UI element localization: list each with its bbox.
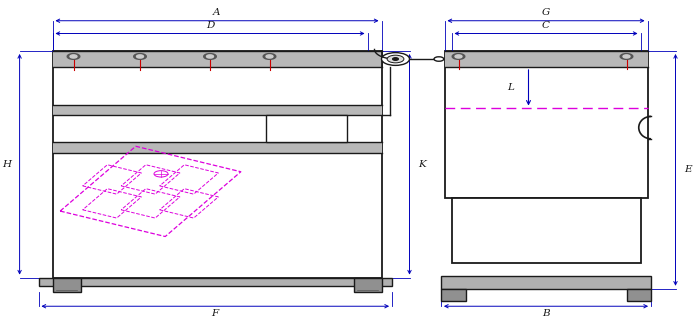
Circle shape bbox=[70, 55, 77, 58]
Text: H: H bbox=[3, 160, 11, 169]
Text: K: K bbox=[418, 160, 426, 169]
Text: G: G bbox=[542, 8, 550, 17]
Circle shape bbox=[434, 57, 444, 61]
Bar bbox=[354, 278, 382, 292]
Bar bbox=[52, 51, 382, 278]
Circle shape bbox=[134, 54, 146, 59]
Bar bbox=[441, 276, 651, 289]
Bar bbox=[626, 289, 651, 301]
Bar bbox=[444, 51, 648, 198]
Text: F: F bbox=[211, 309, 219, 318]
Text: L: L bbox=[508, 83, 514, 92]
Text: C: C bbox=[542, 21, 550, 30]
Circle shape bbox=[623, 55, 630, 58]
Circle shape bbox=[67, 54, 80, 59]
Circle shape bbox=[393, 58, 398, 60]
Bar bbox=[52, 278, 80, 292]
Bar bbox=[452, 198, 640, 263]
Circle shape bbox=[620, 54, 633, 59]
Circle shape bbox=[204, 54, 216, 59]
Circle shape bbox=[136, 55, 144, 58]
Text: B: B bbox=[542, 309, 550, 318]
Bar bbox=[266, 115, 346, 142]
Circle shape bbox=[263, 54, 276, 59]
Circle shape bbox=[452, 54, 465, 59]
Text: D: D bbox=[206, 21, 214, 30]
Circle shape bbox=[266, 55, 273, 58]
Circle shape bbox=[206, 55, 214, 58]
Circle shape bbox=[455, 55, 462, 58]
Bar bbox=[38, 278, 392, 286]
Circle shape bbox=[382, 53, 409, 65]
Text: A: A bbox=[214, 8, 220, 17]
Bar bbox=[441, 289, 466, 301]
Text: E: E bbox=[685, 165, 692, 174]
Circle shape bbox=[387, 55, 404, 63]
